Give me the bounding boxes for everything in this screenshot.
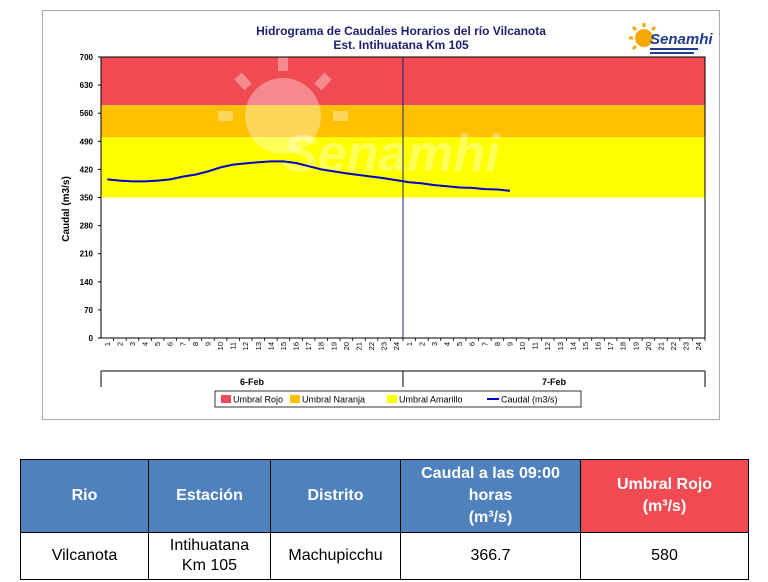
x-tick-label: 14 [568, 342, 577, 350]
x-tick-label: 9 [203, 342, 212, 346]
y-tick-label: 490 [80, 137, 94, 146]
x-tick-label: 12 [543, 342, 552, 350]
logo-text: Senamhi [650, 31, 713, 48]
chart-subtitle: Est. Intihuatana Km 105 [333, 38, 469, 52]
chart-title: Hidrograma de Caudales Horarios del río … [256, 24, 546, 38]
y-tick-label: 70 [84, 306, 93, 315]
x-tick-label: 5 [455, 342, 464, 346]
x-tick-label: 23 [380, 342, 389, 350]
x-tick-label: 18 [619, 342, 628, 350]
x-tick-label: 11 [531, 342, 540, 350]
x-tick-label: 2 [417, 342, 426, 346]
summary-table: Rio Estación Distrito Caudal a las 09:00… [20, 459, 749, 580]
legend-label: Umbral Amarillo [399, 395, 463, 405]
table-row: Vilcanota Intihuatana Km 105 Machupicchu … [20, 532, 749, 580]
senamhi-watermark: Senamhi [218, 56, 501, 183]
legend-box [214, 390, 582, 408]
day-label: 6-Feb [240, 377, 265, 387]
day-label: 7-Feb [542, 377, 567, 387]
x-tick-label: 10 [216, 342, 225, 350]
x-tick-label: 2 [115, 342, 124, 346]
x-tick-label: 24 [694, 342, 703, 350]
legend-swatch [221, 395, 231, 403]
x-tick-label: 4 [443, 342, 452, 346]
x-tick-label: 1 [405, 342, 414, 346]
y-tick-label: 560 [80, 109, 94, 118]
header-estacion: Estación [148, 459, 271, 533]
x-tick-label: 15 [279, 342, 288, 350]
legend-label: Umbral Naranja [302, 395, 365, 405]
x-tick-label: 3 [430, 342, 439, 346]
cell-rio: Vilcanota [20, 532, 149, 580]
x-tick-label: 7 [480, 342, 489, 346]
legend-label: Caudal (m3/s) [501, 395, 558, 405]
x-tick-label: 17 [606, 342, 615, 350]
y-tick-label: 210 [80, 250, 94, 259]
y-tick-label: 140 [80, 278, 94, 287]
x-tick-label: 17 [304, 342, 313, 350]
x-tick-label: 6 [166, 342, 175, 346]
x-tick-label: 6 [468, 342, 477, 346]
x-tick-label: 21 [656, 342, 665, 350]
x-tick-label: 8 [493, 342, 502, 346]
y-tick-label: 420 [80, 165, 94, 174]
series-line-caudal [107, 160, 511, 192]
x-tick-label: 3 [128, 342, 137, 346]
x-tick-label: 19 [329, 342, 338, 350]
cell-umbral-rojo: 580 [580, 532, 749, 580]
x-tick-label: 9 [505, 342, 514, 346]
x-tick-label: 20 [342, 342, 351, 350]
header-caudal: Caudal a las 09:00 horas (m³/s) [400, 459, 581, 533]
x-tick-label: 5 [153, 342, 162, 346]
senamhi-logo: Senamhi [629, 23, 713, 54]
header-rio: Rio [20, 459, 149, 533]
x-tick-label: 14 [266, 342, 275, 350]
x-tick-label: 1 [103, 342, 112, 346]
chart-frame: Senamhi 0 70 140 210 280 350 420 490 560 630 700 1 2… [42, 10, 720, 420]
x-tick-label: 16 [594, 342, 603, 350]
chart-legend: Umbral Rojo Umbral Naranja Umbral Amarillo… [214, 390, 582, 408]
y-tick-label: 0 [89, 334, 94, 343]
x-tick-label: 7 [178, 342, 187, 346]
x-tick-label: 4 [141, 342, 150, 346]
x-tick-label: 19 [631, 342, 640, 350]
x-tick-label: 12 [241, 342, 250, 350]
x-tick-label: 11 [229, 342, 238, 350]
x-tick-label: 20 [644, 342, 653, 350]
x-tick-label: 23 [682, 342, 691, 350]
legend-swatch [290, 395, 300, 403]
cell-distrito: Machupicchu [270, 532, 401, 580]
y-tick-label: 350 [80, 194, 94, 203]
x-tick-label: 16 [292, 342, 301, 350]
y-tick-label: 700 [80, 53, 94, 62]
y-tick-label: 280 [80, 222, 94, 231]
table-header-row: Rio Estación Distrito Caudal a las 09:00… [20, 459, 749, 533]
x-tick-label: 24 [392, 342, 401, 350]
legend-swatch [387, 395, 397, 403]
x-tick-label: 15 [581, 342, 590, 350]
x-tick-label: 18 [317, 342, 326, 350]
x-tick-label: 22 [367, 342, 376, 350]
x-tick-label: 22 [669, 342, 678, 350]
x-tick-label: 21 [354, 342, 363, 350]
header-umbral-rojo: Umbral Rojo (m³/s) [580, 459, 749, 533]
watermark-text: Senamhi [283, 125, 501, 183]
x-tick-label: 13 [556, 342, 565, 350]
y-tick-label: 630 [80, 81, 94, 90]
legend-label: Umbral Rojo [233, 395, 283, 405]
x-tick-label: 10 [518, 342, 527, 350]
cell-caudal: 366.7 [400, 532, 581, 580]
x-tick-label: 8 [191, 342, 200, 346]
cell-estacion: Intihuatana Km 105 [148, 532, 271, 580]
x-tick-label: 13 [254, 342, 263, 350]
header-distrito: Distrito [270, 459, 401, 533]
y-axis-label: Caudal (m3/s) [61, 176, 72, 242]
